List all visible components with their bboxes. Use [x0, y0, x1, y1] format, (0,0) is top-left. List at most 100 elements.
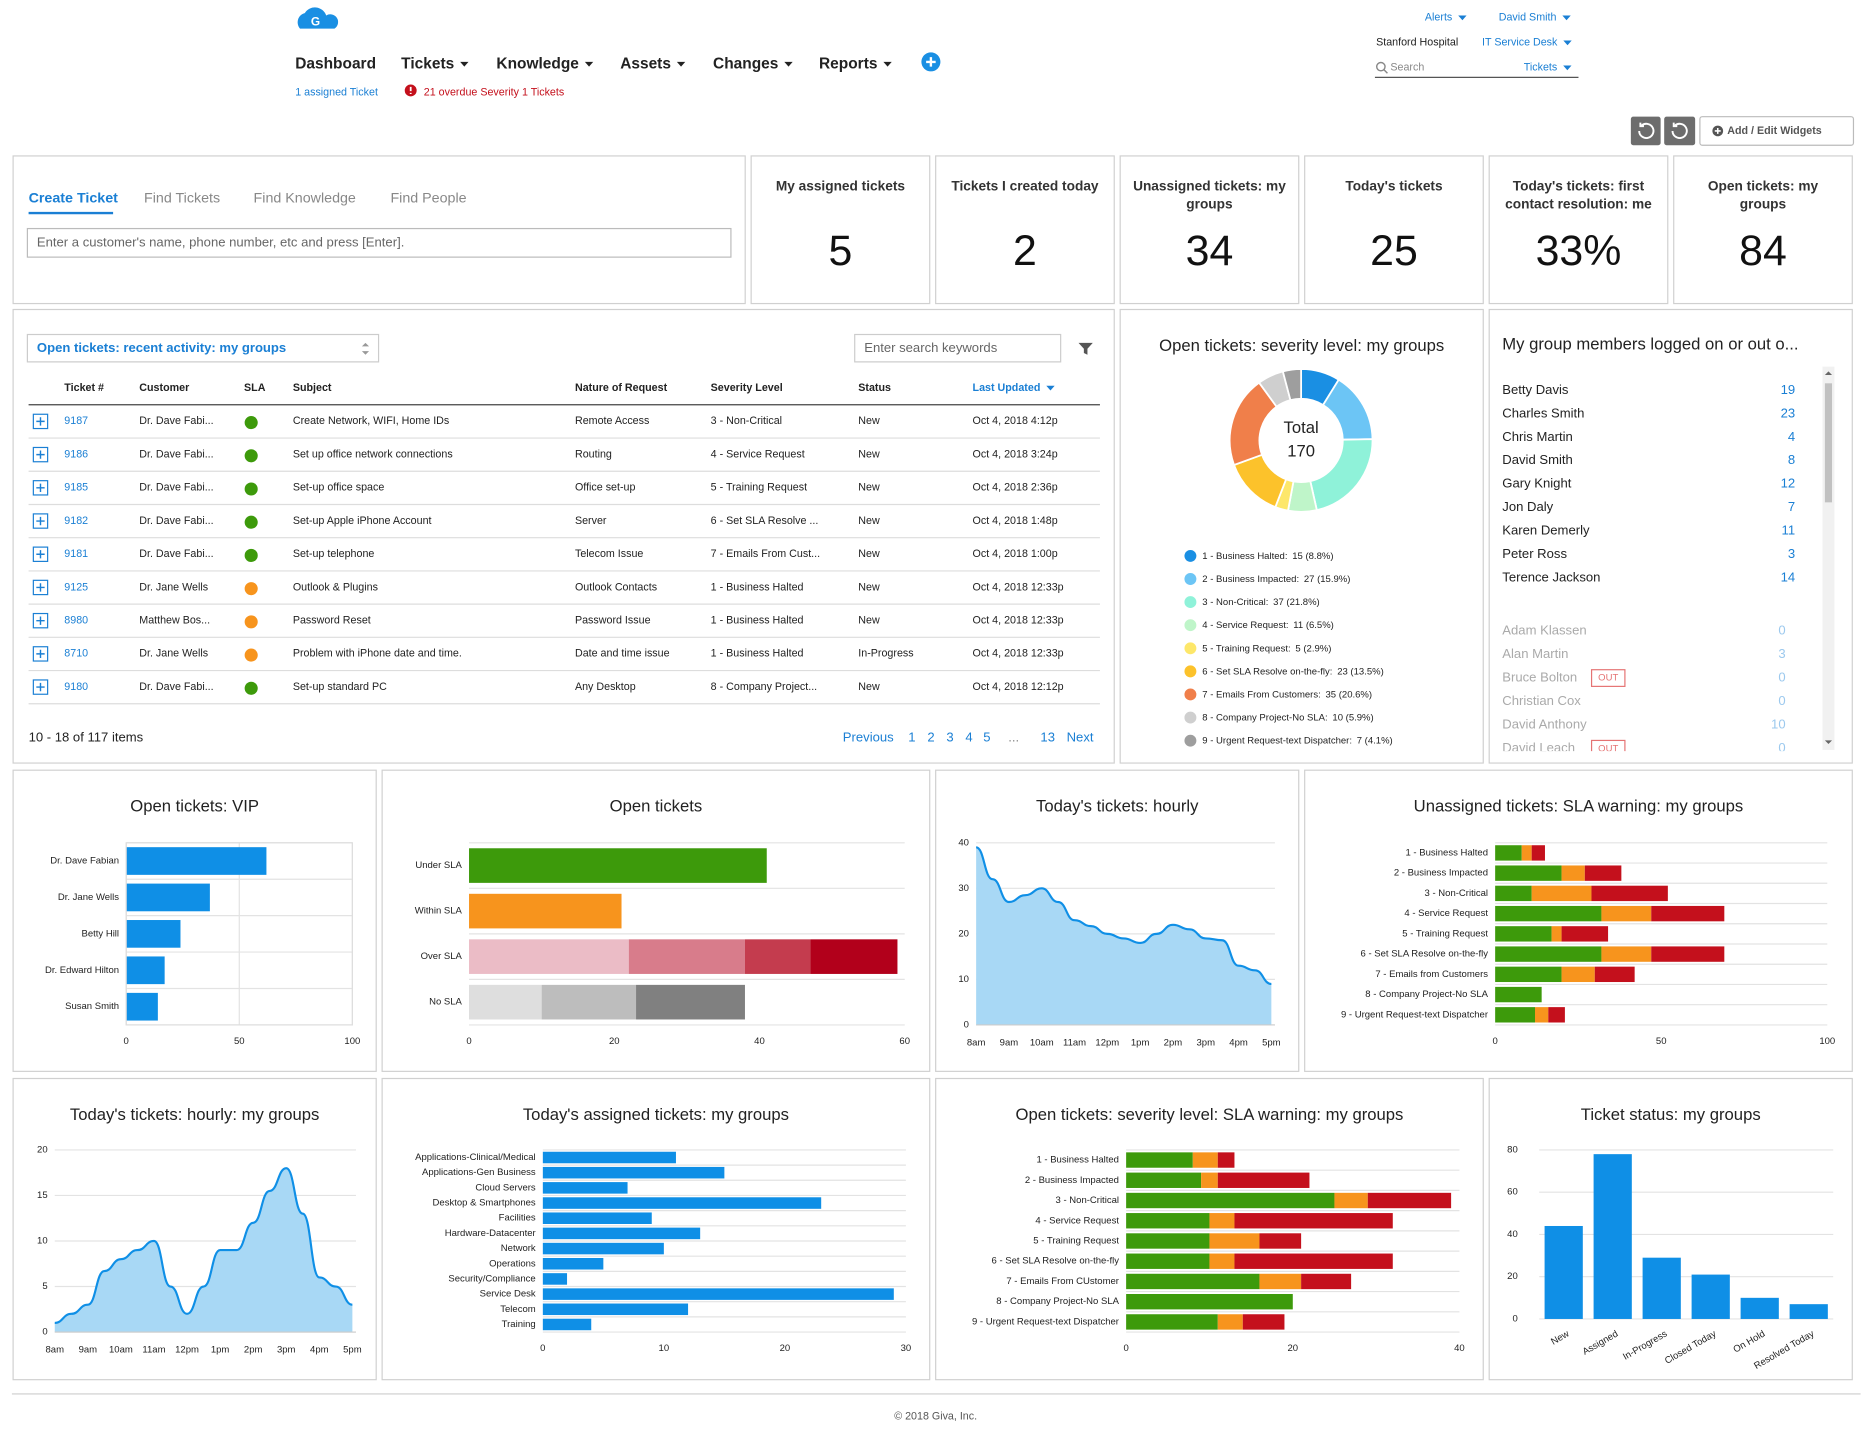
kpi-title: Unassigned tickets: my: [1133, 179, 1286, 194]
page-link[interactable]: Next: [1067, 729, 1094, 744]
page-link[interactable]: 1: [908, 729, 915, 744]
scroll-up: [1824, 371, 1833, 375]
expand-icon: [36, 649, 45, 659]
line: [54, 1167, 353, 1325]
x-tick-label: 0: [466, 1036, 471, 1047]
cell: New: [858, 415, 880, 427]
member-count[interactable]: 0: [1778, 622, 1785, 637]
column-header[interactable]: SLA: [244, 382, 266, 394]
legend-entry: 6 - Set SLA Resolve on-the-fly: 23 (13.5%…: [1202, 666, 1383, 677]
bar: [126, 956, 165, 985]
nav-item[interactable]: Tickets: [401, 55, 454, 72]
member-count[interactable]: 0: [1778, 693, 1785, 708]
member-count[interactable]: 12: [1781, 476, 1796, 491]
customer-input[interactable]: [26, 227, 732, 258]
ticket-link[interactable]: 8980: [64, 615, 88, 627]
user-menu[interactable]: David Smith: [1499, 12, 1557, 24]
search-scope[interactable]: Tickets: [1524, 62, 1558, 74]
member-count[interactable]: 0: [1778, 740, 1785, 755]
kpi-title: Open tickets: my: [1708, 179, 1819, 194]
bar: [126, 920, 181, 948]
page-link[interactable]: Previous: [843, 729, 894, 744]
ticket-link[interactable]: 9182: [64, 515, 88, 527]
member-count[interactable]: 4: [1788, 429, 1795, 444]
bar: [542, 1273, 568, 1285]
bar: [542, 1227, 701, 1240]
overdue-link[interactable]: 21 overdue Severity 1 Tickets: [424, 87, 564, 99]
bar-segment: [1301, 1273, 1352, 1290]
tab[interactable]: Create Ticket: [29, 191, 119, 207]
widgets-button[interactable]: [1699, 116, 1855, 146]
desk-menu[interactable]: IT Service Desk: [1482, 37, 1558, 49]
member-count[interactable]: 3: [1778, 646, 1785, 661]
reset-button[interactable]: [1664, 116, 1696, 146]
bar-segment: [1126, 1233, 1210, 1249]
category-label: 1 - Business Halted: [1405, 847, 1488, 858]
tab[interactable]: Find People: [390, 191, 466, 207]
nav-item[interactable]: Dashboard: [295, 55, 376, 72]
member-count[interactable]: 0: [1778, 670, 1785, 685]
nav-item[interactable]: Assets: [620, 55, 671, 72]
ticket-link[interactable]: 8710: [64, 648, 88, 660]
ticket-link[interactable]: 9180: [64, 681, 88, 693]
cell: Telecom Issue: [575, 548, 643, 560]
page-link[interactable]: 4: [965, 729, 972, 744]
member-count[interactable]: 19: [1781, 382, 1796, 397]
column-header[interactable]: Status: [858, 382, 891, 394]
view-select[interactable]: [26, 333, 380, 363]
column-header[interactable]: Nature of Request: [575, 382, 668, 394]
tab[interactable]: Find Knowledge: [254, 191, 356, 207]
column-header[interactable]: Ticket #: [64, 382, 104, 394]
bar-segment: [1242, 1314, 1285, 1330]
ticket-link[interactable]: 9125: [64, 581, 88, 593]
alerts-menu[interactable]: Alerts: [1425, 12, 1452, 24]
member-count[interactable]: 3: [1788, 546, 1795, 561]
member-count[interactable]: 10: [1771, 717, 1786, 732]
member-count[interactable]: 8: [1788, 452, 1795, 467]
nav-item[interactable]: Changes: [713, 55, 778, 72]
x-tick-label: 11am: [142, 1344, 165, 1355]
column-header[interactable]: Subject: [293, 382, 332, 394]
x-tick-label: 60: [899, 1036, 910, 1047]
nav-item[interactable]: Knowledge: [496, 55, 579, 72]
member-count[interactable]: 11: [1782, 523, 1796, 538]
category-label: 4 - Service Request: [1035, 1215, 1119, 1226]
ticket-link[interactable]: 9186: [64, 448, 88, 460]
member-count[interactable]: 7: [1788, 499, 1795, 514]
chart-title: Today's assigned tickets: my groups: [523, 1105, 789, 1124]
bar: [126, 883, 210, 912]
member-count[interactable]: 14: [1781, 570, 1796, 585]
member-count[interactable]: 23: [1781, 405, 1796, 420]
column-header[interactable]: Customer: [139, 382, 189, 394]
scroll-thumb[interactable]: [1824, 383, 1833, 503]
keyword-input[interactable]: [854, 333, 1062, 363]
ticket-link[interactable]: 9181: [64, 548, 88, 560]
refresh-button[interactable]: [1630, 116, 1661, 146]
y-tick-label: 20: [958, 928, 969, 939]
legend-entry: 5 - Training Request: 5 (2.9%): [1202, 643, 1331, 654]
y-tick-label: 40: [958, 837, 969, 848]
assigned-link[interactable]: 1 assigned Ticket: [295, 87, 378, 99]
cell: Oct 4, 2018 1:00p: [973, 548, 1058, 560]
legend-swatch: [1184, 573, 1197, 585]
kpi-value: 2: [1013, 227, 1037, 275]
search-input[interactable]: Search: [1390, 62, 1424, 74]
scrollbar[interactable]: [1822, 366, 1835, 750]
column-header[interactable]: Last Updated: [973, 382, 1041, 394]
page-link[interactable]: 13: [1040, 729, 1055, 744]
filter-icon[interactable]: [1078, 342, 1093, 355]
bar: [126, 992, 158, 1021]
page-link[interactable]: 5: [983, 729, 990, 744]
nav-item[interactable]: Reports: [819, 55, 877, 72]
category-label: Network: [501, 1243, 536, 1254]
column-header[interactable]: Severity Level: [711, 382, 783, 394]
cell: 4 - Service Request: [711, 448, 805, 460]
member-name: Jon Daly: [1502, 499, 1553, 514]
ticket-link[interactable]: 9185: [64, 482, 88, 494]
tab[interactable]: Find Tickets: [144, 191, 220, 207]
bar-segment: [541, 984, 637, 1020]
ticket-link[interactable]: 9187: [64, 415, 88, 427]
page-link[interactable]: 3: [946, 729, 953, 744]
cell: New: [858, 681, 880, 693]
page-link[interactable]: 2: [927, 729, 934, 744]
